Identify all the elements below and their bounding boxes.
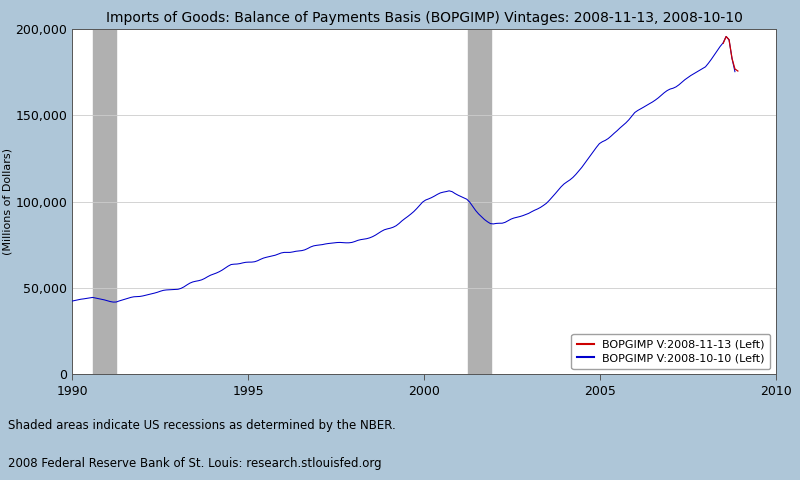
Title: Imports of Goods: Balance of Payments Basis (BOPGIMP) Vintages: 2008-11-13, 2008: Imports of Goods: Balance of Payments Ba… xyxy=(106,11,742,25)
Text: 2008 Federal Reserve Bank of St. Louis: research.stlouisfed.org: 2008 Federal Reserve Bank of St. Louis: … xyxy=(8,457,382,470)
Text: Shaded areas indicate US recessions as determined by the NBER.: Shaded areas indicate US recessions as d… xyxy=(8,419,396,432)
Legend: BOPGIMP V:2008-11-13 (Left), BOPGIMP V:2008-10-10 (Left): BOPGIMP V:2008-11-13 (Left), BOPGIMP V:2… xyxy=(571,334,770,369)
Y-axis label: (Millions of Dollars): (Millions of Dollars) xyxy=(2,148,13,255)
Bar xyxy=(468,29,491,374)
Bar xyxy=(93,29,116,374)
